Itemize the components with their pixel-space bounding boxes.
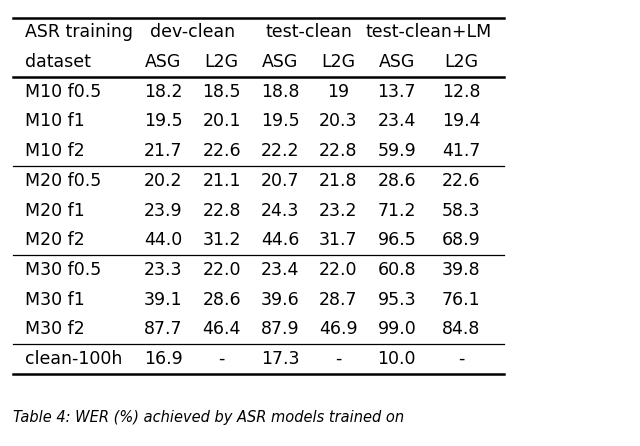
Text: 95.3: 95.3 (378, 291, 416, 309)
Text: 19.5: 19.5 (144, 112, 182, 131)
Text: 46.9: 46.9 (319, 320, 358, 338)
Text: 39.1: 39.1 (144, 291, 182, 309)
Text: ASR training: ASR training (25, 23, 133, 41)
Text: 22.6: 22.6 (442, 172, 481, 190)
Text: 13.7: 13.7 (378, 83, 416, 101)
Text: dataset: dataset (25, 53, 91, 71)
Text: 17.3: 17.3 (261, 350, 300, 368)
Text: 87.9: 87.9 (260, 320, 300, 338)
Text: 23.2: 23.2 (319, 202, 358, 219)
Text: 59.9: 59.9 (378, 142, 416, 160)
Text: 23.4: 23.4 (378, 112, 416, 131)
Text: 20.1: 20.1 (202, 112, 241, 131)
Text: 21.1: 21.1 (202, 172, 241, 190)
Text: test-clean: test-clean (266, 23, 353, 41)
Text: L2G: L2G (444, 53, 478, 71)
Text: 22.6: 22.6 (202, 142, 241, 160)
Text: 44.6: 44.6 (261, 231, 300, 249)
Text: 16.9: 16.9 (144, 350, 182, 368)
Text: M10 f0.5: M10 f0.5 (25, 83, 101, 101)
Text: 10.0: 10.0 (378, 350, 416, 368)
Text: 18.8: 18.8 (261, 83, 300, 101)
Text: 76.1: 76.1 (442, 291, 481, 309)
Text: 23.3: 23.3 (144, 261, 182, 279)
Text: 12.8: 12.8 (442, 83, 481, 101)
Text: 22.2: 22.2 (261, 142, 300, 160)
Text: 20.2: 20.2 (144, 172, 182, 190)
Text: 31.7: 31.7 (319, 231, 358, 249)
Text: 21.8: 21.8 (319, 172, 358, 190)
Text: 28.6: 28.6 (378, 172, 416, 190)
Text: M10 f1: M10 f1 (25, 112, 85, 131)
Text: ASG: ASG (145, 53, 182, 71)
Text: 18.2: 18.2 (144, 83, 182, 101)
Text: 41.7: 41.7 (442, 142, 481, 160)
Text: 60.8: 60.8 (378, 261, 416, 279)
Text: 22.0: 22.0 (319, 261, 358, 279)
Text: 21.7: 21.7 (144, 142, 182, 160)
Text: 39.8: 39.8 (442, 261, 481, 279)
Text: -: - (218, 350, 225, 368)
Text: 28.7: 28.7 (319, 291, 358, 309)
Text: test-clean+LM: test-clean+LM (366, 23, 492, 41)
Text: M30 f0.5: M30 f0.5 (25, 261, 101, 279)
Text: 68.9: 68.9 (442, 231, 481, 249)
Text: 58.3: 58.3 (442, 202, 481, 219)
Text: 71.2: 71.2 (378, 202, 416, 219)
Text: M30 f2: M30 f2 (25, 320, 85, 338)
Text: M10 f2: M10 f2 (25, 142, 85, 160)
Text: 99.0: 99.0 (378, 320, 416, 338)
Text: 23.9: 23.9 (144, 202, 182, 219)
Text: 20.3: 20.3 (319, 112, 358, 131)
Text: 28.6: 28.6 (202, 291, 241, 309)
Text: -: - (335, 350, 342, 368)
Text: Table 4: WER (%) achieved by ASR models trained on: Table 4: WER (%) achieved by ASR models … (13, 410, 404, 425)
Text: 22.8: 22.8 (319, 142, 358, 160)
Text: 46.4: 46.4 (202, 320, 241, 338)
Text: M20 f0.5: M20 f0.5 (25, 172, 101, 190)
Text: M30 f1: M30 f1 (25, 291, 85, 309)
Text: 22.8: 22.8 (202, 202, 241, 219)
Text: 31.2: 31.2 (202, 231, 241, 249)
Text: 39.6: 39.6 (260, 291, 300, 309)
Text: 24.3: 24.3 (261, 202, 300, 219)
Text: 18.5: 18.5 (202, 83, 241, 101)
Text: ASG: ASG (379, 53, 415, 71)
Text: 19: 19 (328, 83, 349, 101)
Text: 87.7: 87.7 (144, 320, 182, 338)
Text: M20 f1: M20 f1 (25, 202, 85, 219)
Text: 96.5: 96.5 (378, 231, 416, 249)
Text: ASG: ASG (262, 53, 298, 71)
Text: -: - (458, 350, 465, 368)
Text: clean-100h: clean-100h (25, 350, 122, 368)
Text: L2G: L2G (205, 53, 239, 71)
Text: L2G: L2G (321, 53, 355, 71)
Text: 20.7: 20.7 (261, 172, 300, 190)
Text: 22.0: 22.0 (202, 261, 241, 279)
Text: 19.4: 19.4 (442, 112, 481, 131)
Text: 19.5: 19.5 (260, 112, 300, 131)
Text: dev-clean: dev-clean (150, 23, 235, 41)
Text: M20 f2: M20 f2 (25, 231, 85, 249)
Text: 44.0: 44.0 (144, 231, 182, 249)
Text: 84.8: 84.8 (442, 320, 481, 338)
Text: 23.4: 23.4 (261, 261, 300, 279)
